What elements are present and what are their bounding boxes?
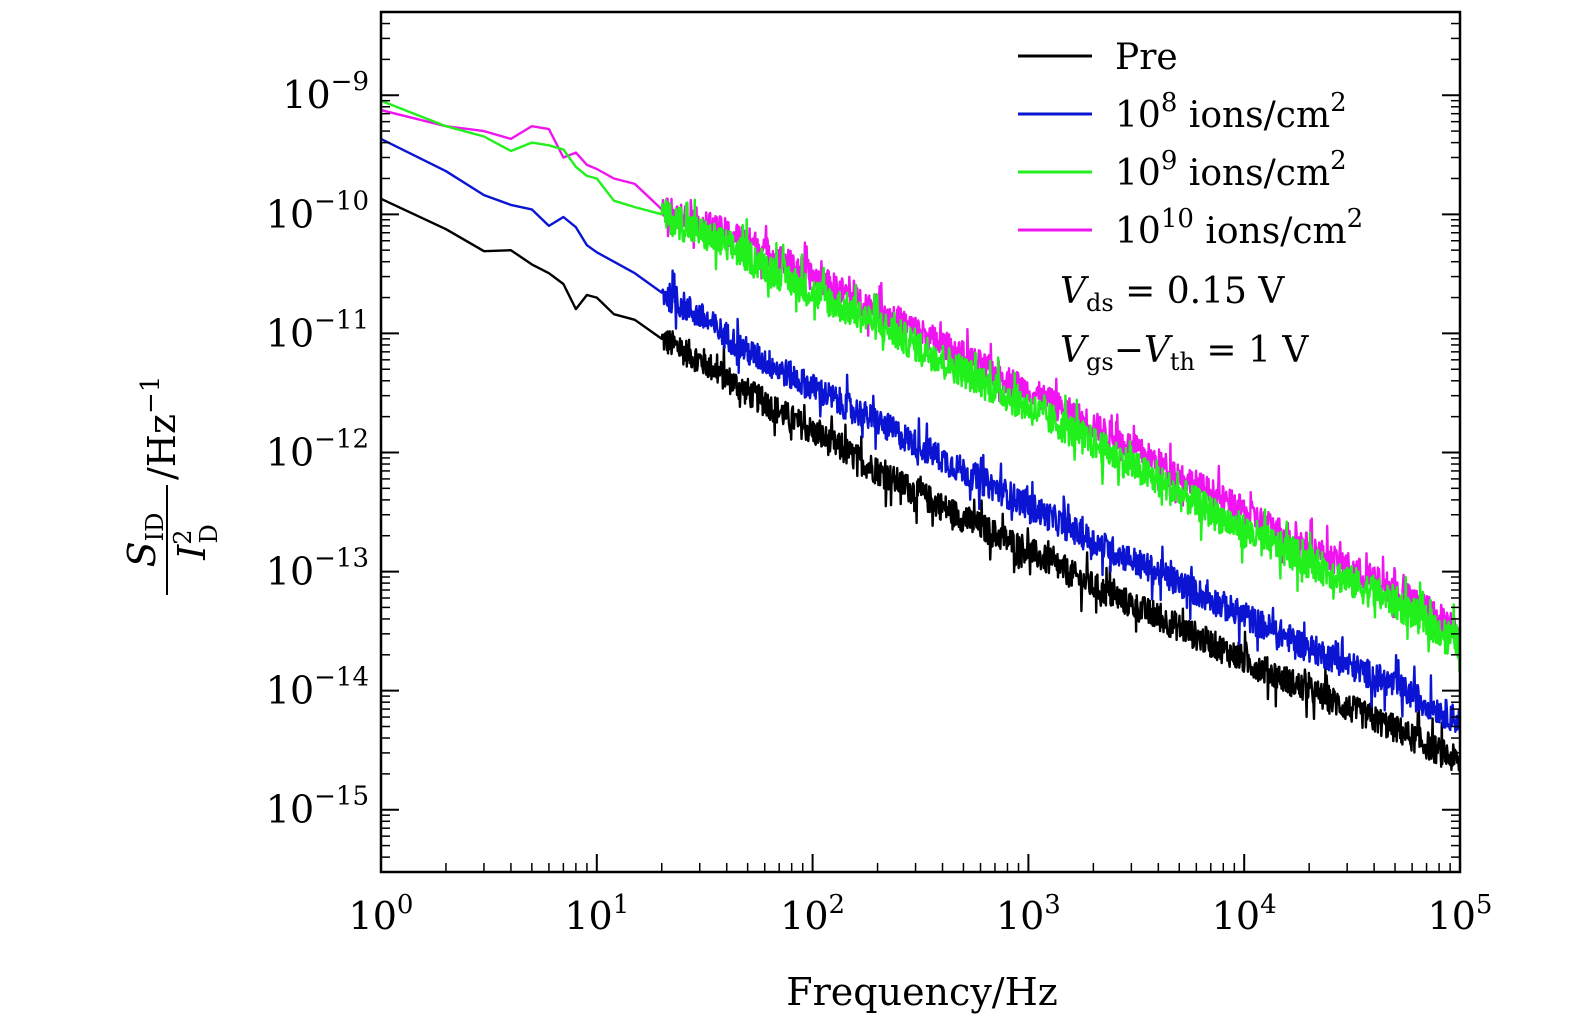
y-tick-label: 10−10 (266, 186, 369, 236)
x-tick-label: 103 (996, 890, 1061, 938)
legend-exp: 10 (1161, 204, 1194, 234)
y-tick-base: 10 (266, 430, 314, 474)
y-tick-exp: −13 (314, 544, 369, 574)
x-tick-label: 104 (1212, 890, 1277, 938)
y-axis-title: SID I2D /Hz−1 (120, 376, 223, 595)
y-tick-base: 10 (266, 550, 314, 594)
y-title-unit: /Hz−1 (136, 376, 184, 480)
y-tick-label: 10−13 (266, 544, 369, 594)
y-title-unit-text: /Hz (140, 414, 184, 480)
legend-exp: 9 (1161, 146, 1178, 176)
x-axis-title: Frequency/Hz (786, 970, 1058, 1014)
y-title-num-symbol: S (120, 541, 164, 567)
legend-rest: ions/cm (1177, 153, 1330, 194)
legend-base: 10 (1115, 95, 1161, 136)
anno-vth-sub: th (1170, 348, 1195, 376)
series-layer (380, 99, 1462, 772)
legend-label-1: 108 ions/cm2 (1115, 88, 1347, 136)
y-tick-base: 10 (266, 311, 314, 355)
anno-vth-symbol: V (1144, 330, 1174, 371)
x-tick-exp: 0 (397, 890, 414, 920)
x-tick-label: 105 (1428, 890, 1493, 938)
x-tick-exp: 2 (829, 890, 846, 920)
y-tick-exp: −11 (314, 305, 369, 335)
legend-label-0: Pre (1115, 37, 1178, 78)
y-title-unit-exp: −1 (136, 376, 166, 414)
x-tick-base: 10 (780, 894, 828, 938)
x-tick-exp: 3 (1044, 890, 1061, 920)
y-title-num-sub: ID (141, 513, 169, 542)
y-tick-label: 10−12 (266, 424, 369, 474)
y-title-denominator: I2D (169, 524, 223, 561)
y-tick-base: 10 (266, 669, 314, 713)
annotation-vgs-vth: Vgs−Vth = 1 V (1060, 330, 1309, 376)
y-tick-label: 10−14 (266, 663, 369, 713)
legend-rest: ions/cm (1194, 211, 1347, 252)
x-tick-label: 100 (349, 890, 414, 938)
x-tick-base: 10 (564, 894, 612, 938)
y-tick-label: 10−11 (266, 305, 369, 355)
ticks-layer (380, 11, 1461, 873)
y-tick-base: 10 (282, 73, 330, 117)
y-title-den-sub: D (195, 524, 223, 543)
y-tick-exp: −9 (331, 67, 369, 97)
x-tick-exp: 4 (1260, 890, 1277, 920)
x-tick-base: 10 (996, 894, 1044, 938)
x-tick-label: 101 (564, 890, 629, 938)
y-tick-exp: −10 (314, 186, 369, 216)
x-tick-base: 10 (349, 894, 397, 938)
legend-base: 10 (1115, 153, 1161, 194)
series-line-0 (380, 197, 1462, 772)
labels-layer: 100 101 102 103 104 10510−910−1010−1110−1210−… (266, 67, 1493, 938)
x-tick-exp: 5 (1476, 890, 1493, 920)
y-tick-base: 10 (266, 192, 314, 236)
legend-base: Pre (1115, 37, 1178, 78)
anno-minus: − (1114, 330, 1144, 371)
x-tick-exp: 1 (613, 890, 630, 920)
legend-unit-sup: 2 (1330, 146, 1347, 176)
anno-vds-rest: = 0.15 V (1114, 271, 1286, 312)
y-title-den-symbol: I (170, 544, 214, 561)
y-title-den-sup: 2 (169, 529, 197, 544)
legend-label-3: 1010 ions/cm2 (1115, 204, 1363, 252)
x-tick-label: 102 (780, 890, 845, 938)
y-tick-exp: −14 (314, 663, 369, 693)
y-tick-label: 10−15 (266, 782, 369, 832)
plot-frame (379, 10, 1462, 874)
anno-vgs-symbol: V (1060, 330, 1090, 371)
x-tick-base: 10 (1428, 894, 1476, 938)
anno-vds-symbol: V (1060, 271, 1090, 312)
anno-vds-sub: ds (1086, 289, 1114, 317)
y-tick-exp: −15 (314, 782, 369, 812)
legend-unit-sup: 2 (1330, 88, 1347, 118)
annotation-vds: Vds = 0.15 V (1060, 271, 1285, 317)
annotations: Vds = 0.15 V Vgs−Vth = 1 V (1060, 271, 1309, 376)
legend-rest: ions/cm (1177, 95, 1330, 136)
x-tick-base: 10 (1212, 894, 1260, 938)
anno-vgs-rest: = 1 V (1195, 330, 1309, 371)
anno-vgs-sub: gs (1086, 348, 1114, 376)
series-line-2 (380, 99, 1462, 673)
legend-exp: 8 (1161, 88, 1178, 118)
y-title-numerator: SID (120, 513, 169, 568)
series-line-1 (380, 137, 1462, 734)
y-tick-label: 10−9 (282, 67, 369, 117)
y-tick-exp: −12 (314, 424, 369, 454)
legend-unit-sup: 2 (1347, 204, 1364, 234)
legend-label-2: 109 ions/cm2 (1115, 146, 1347, 194)
legend-base: 10 (1115, 211, 1161, 252)
y-tick-base: 10 (266, 788, 314, 832)
